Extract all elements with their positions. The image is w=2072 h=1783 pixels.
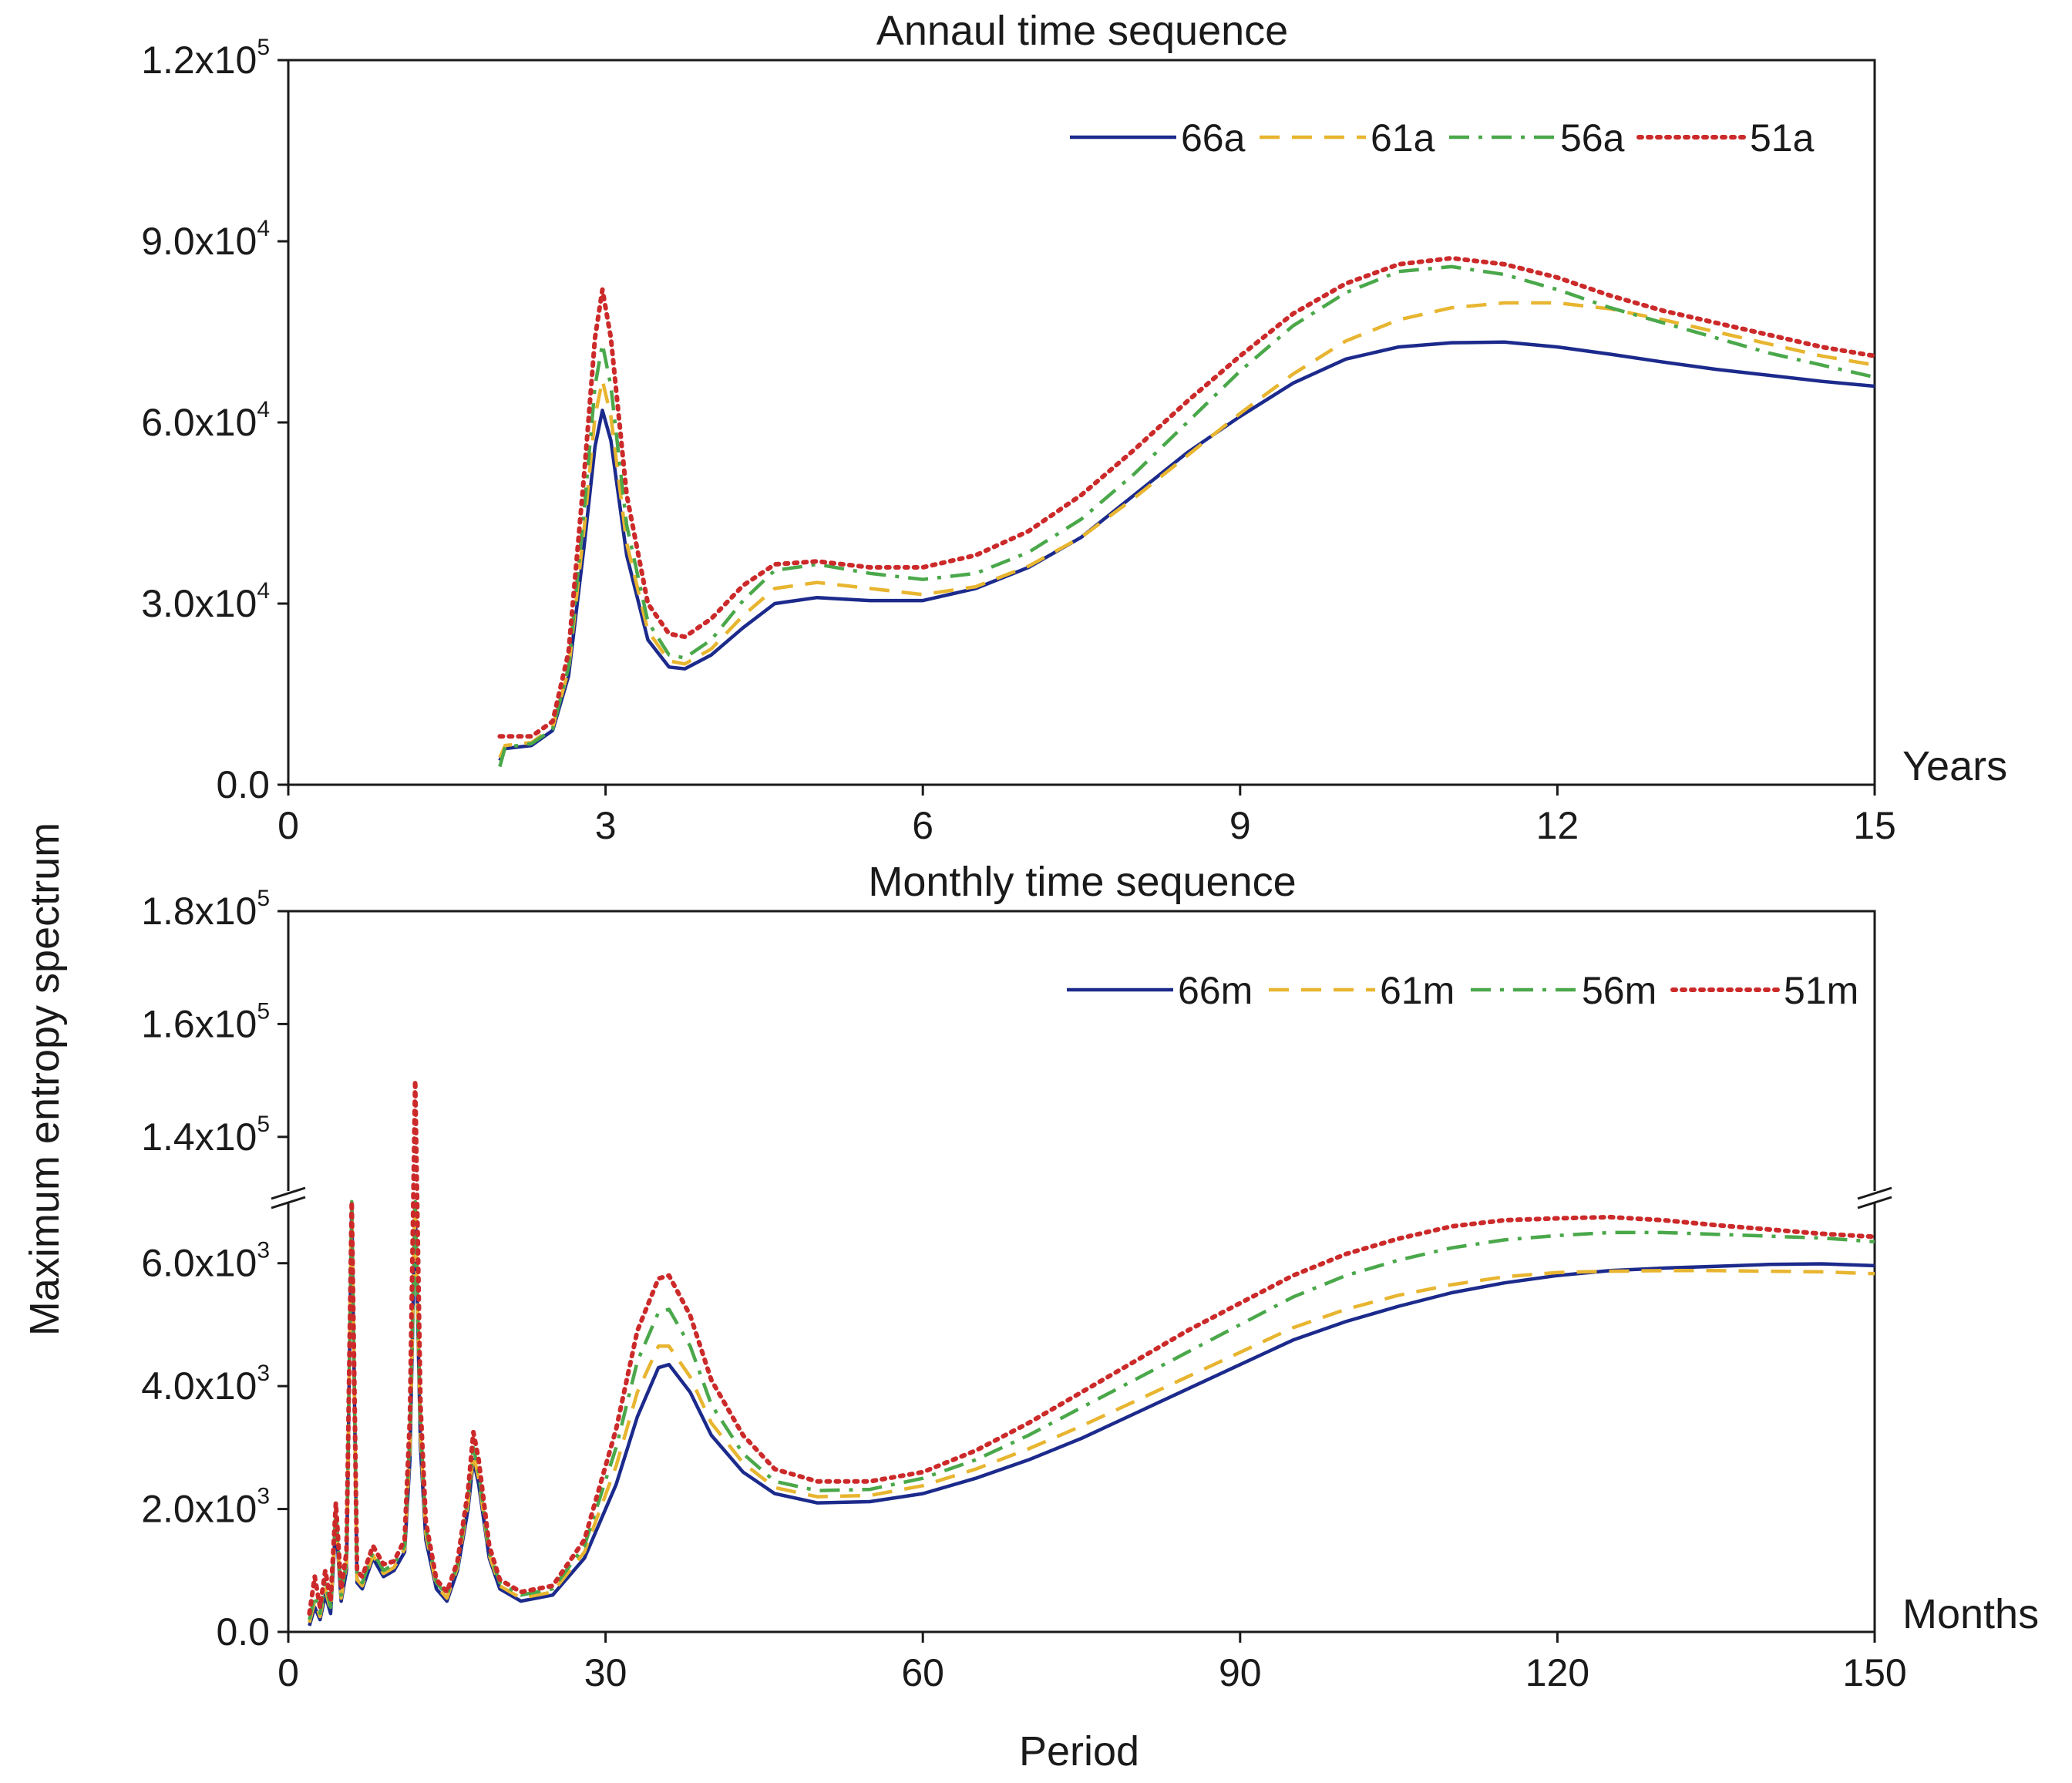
legend-label-61m: 61m: [1380, 969, 1455, 1012]
y-tick-label: 3.0x104: [141, 578, 270, 625]
legend-monthly: 66m 61m 56m 51m: [1067, 969, 1858, 1012]
chart-title-annual: Annaul time sequence: [876, 8, 1288, 54]
y-tick-exponent: 5: [257, 886, 270, 911]
y-tick-label: 2.0x103: [141, 1484, 270, 1531]
y-tick-label: 1.4x105: [141, 1112, 270, 1159]
x-tick-label: 15: [1853, 804, 1896, 847]
y-tick-exponent: 4: [257, 397, 270, 422]
y-tick-label: 0.0: [216, 763, 270, 806]
y-tick-base: 0.0: [216, 1610, 270, 1653]
y-tick-base: 1.4x10: [141, 1115, 257, 1159]
chart-title-monthly: Monthly time sequence: [868, 859, 1296, 905]
plot-frame-annual: [287, 59, 1876, 786]
series-line-66a: [498, 340, 1875, 762]
y-tick-label: 1.2x105: [141, 35, 270, 82]
y-tick-label: 0.0: [216, 1610, 270, 1653]
legend-label-51a: 51a: [1750, 116, 1815, 160]
plot-frame-monthly: [287, 910, 1876, 1633]
legend-label-56m: 56m: [1582, 969, 1657, 1012]
y-tick-label: 1.6x105: [141, 998, 270, 1045]
y-tick-base: 9.0x10: [141, 220, 257, 263]
y-tick-base: 3.0x10: [141, 582, 257, 625]
x-tick-label: 3: [595, 804, 617, 847]
legend-label-51m: 51m: [1784, 969, 1858, 1012]
x-axis-unit-years: Years: [1902, 743, 2007, 789]
series-line-51a: [497, 255, 1875, 739]
y-tick-base: 6.0x10: [141, 1242, 257, 1285]
y-tick-label: 6.0x104: [141, 397, 270, 444]
legend-label-66m: 66m: [1178, 969, 1253, 1012]
axis-break-mark: [271, 1196, 306, 1209]
x-tick-label: 0: [278, 804, 299, 847]
y-tick-exponent: 4: [257, 578, 270, 604]
y-tick-exponent: 5: [257, 35, 270, 60]
series-line-56m: [308, 1199, 1875, 1620]
x-tick-label: 120: [1525, 1651, 1589, 1694]
x-tick-label: 30: [584, 1651, 627, 1694]
series-line-61a: [498, 301, 1875, 759]
y-tick-base: 0.0: [216, 763, 270, 806]
x-axis-unit-months: Months: [1902, 1591, 2039, 1637]
series-line-66m: [308, 1199, 1875, 1627]
y-axis-title: Maximum entropy spectrum: [22, 823, 68, 1336]
y-tick-label: 6.0x103: [141, 1238, 270, 1285]
axis-break-mark: [1857, 1186, 1892, 1200]
legend-label-56a: 56a: [1560, 116, 1625, 160]
x-tick-label: 0: [278, 1651, 299, 1694]
y-tick-base: 2.0x10: [141, 1488, 257, 1531]
y-tick-exponent: 3: [257, 1238, 270, 1263]
monthly-chart: Monthly time sequence Months 66m 61m 56m 51…: [141, 859, 2039, 1694]
axis-break-mark: [1857, 1196, 1892, 1209]
annual-chart: Annaul time sequence Years 66a 61a 56a 51a …: [141, 8, 2007, 847]
y-tick-base: 4.0x10: [141, 1364, 257, 1408]
axis-break-mark: [271, 1186, 306, 1200]
x-tick-label: 60: [901, 1651, 944, 1694]
y-tick-exponent: 4: [257, 216, 270, 241]
x-tick-label: 150: [1842, 1651, 1906, 1694]
x-tick-label: 90: [1219, 1651, 1262, 1694]
series-line-51m: [307, 1078, 1875, 1616]
x-tick-label: 9: [1229, 804, 1251, 847]
y-tick-exponent: 3: [257, 1484, 270, 1509]
series-line-61m: [308, 1199, 1875, 1623]
y-tick-exponent: 5: [257, 998, 270, 1024]
y-tick-base: 6.0x10: [141, 401, 257, 444]
y-tick-label: 1.8x105: [141, 886, 270, 933]
legend-label-61a: 61a: [1371, 116, 1435, 160]
y-tick-label: 9.0x104: [141, 216, 270, 263]
y-tick-exponent: 5: [257, 1112, 270, 1137]
legend-annual: 66a 61a 56a 51a: [1070, 116, 1815, 160]
y-tick-label: 4.0x103: [141, 1361, 270, 1408]
y-tick-base: 1.2x10: [141, 39, 257, 82]
x-tick-label: 6: [912, 804, 933, 847]
y-tick-base: 1.8x10: [141, 890, 257, 933]
legend-label-66a: 66a: [1181, 116, 1246, 160]
series-line-56a: [498, 264, 1875, 768]
x-axis-title: Period: [1019, 1728, 1139, 1775]
y-tick-base: 1.6x10: [141, 1002, 257, 1045]
y-tick-exponent: 3: [257, 1361, 270, 1386]
x-tick-label: 12: [1536, 804, 1579, 847]
